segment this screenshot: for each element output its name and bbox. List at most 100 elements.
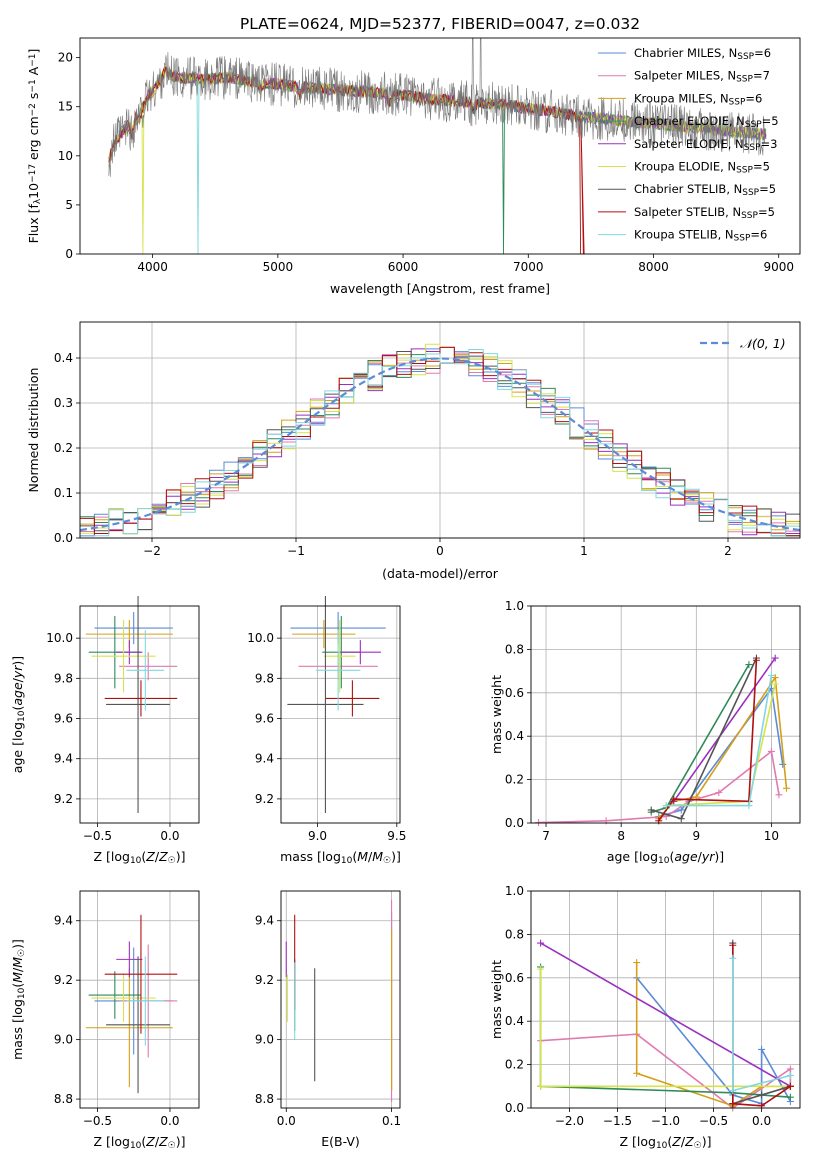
axes-frame [79,321,801,539]
weight-marker [677,806,685,814]
label-part: Kroupa ELODIE, N [634,160,736,174]
y-tick-label: 0.0 [505,816,524,830]
weight-marker [715,789,723,797]
label-part: Salpeter ELODIE, N [634,137,744,151]
label-part: Z [145,849,155,864]
y-tick-label: 9.4 [54,752,73,766]
y-tick-label: 0.4 [505,1014,524,1028]
label-part: Salpeter MILES, N [634,69,736,83]
weight-marker [633,1069,641,1077]
histogram-step [80,343,800,535]
axes-frame [280,890,401,1109]
label-part: age [log [10,722,25,773]
axes-frame [280,605,401,824]
label-part: ( [669,849,674,864]
label-part: age [10,682,25,706]
weight-marker [771,680,779,688]
y-axis-label: Normed distribution [26,368,41,493]
x-axis-label: (data-model)/error [382,566,499,581]
label-part: mass [log [10,999,25,1060]
label-part: / [368,849,373,864]
label-part: Z [684,1134,694,1149]
label-part: Kroupa MILES, N [634,91,729,105]
histogram-step [80,346,800,537]
y-tick-label: 0.4 [505,729,524,743]
y-axis-label: mass [log10(M/M☉)] [10,939,27,1060]
x-axis-label: Z [log10(Z/Z☉)] [619,1134,711,1151]
y-tick-label: 10.0 [247,631,274,645]
x-tick-label: 0.1 [382,1114,401,1128]
weight-marker [771,674,779,682]
y-tick-label: 9.6 [255,712,274,726]
y-tick-label: 9.2 [54,973,73,987]
label-part: Chabrier STELIB, N [634,182,742,196]
x-tick-label: 9000 [763,260,794,274]
weight-marker [677,815,685,823]
label-part: SSP [734,234,751,244]
label-part: ( [10,983,25,988]
weight-marker [767,671,775,679]
axes-frame [79,37,801,255]
y-tick-label: 0.1 [54,486,73,500]
x-tick-label: 2 [724,544,732,558]
weight-marker [782,784,790,792]
label-part: =5 [759,182,776,196]
y-tick-label: 0.0 [505,1101,524,1115]
x-tick-label: −0.5 [699,1114,728,1128]
weight-marker [662,802,670,810]
y-tick-label: 9.4 [255,914,274,928]
label-part: age [log [607,849,658,864]
histogram-step [80,351,800,532]
label-part: ☉ [168,856,176,866]
label-part: ( [10,706,25,711]
label-part: / [10,967,25,972]
x-tick-label: 0 [436,544,444,558]
x-tick-label: −2.0 [555,1114,584,1128]
weight-vs-Z-panel: −2.0 −1.5 −1.0 −0.5 0.0 0.0 0.2 0.4 0.6 0.8 1.0 Z [… [489,884,801,1151]
y-tick-label: 20 [58,51,73,65]
y-tick-label: 10 [58,149,73,163]
legend-label: Chabrier ELODIE, NSSP=5 [634,114,779,130]
legend-label: Salpeter STELIB, NSSP=5 [634,205,775,221]
weight-marker [745,661,753,669]
y-axis-label: mass weight [489,960,504,1039]
label-part: s [26,93,41,104]
label-part: Chabrier ELODIE, N [634,114,745,128]
x-tick-label: 5000 [263,260,294,274]
label-part: Z [log [93,1134,129,1149]
label-part: −1 [28,79,38,92]
x-tick-label: 6000 [388,260,419,274]
x-axis-label: Z [log10(Z/Z☉)] [93,1134,185,1151]
label-part: Z [671,1134,681,1149]
age-vs-Z-panel: −0.5 0.09.29.49.69.810.0Z [log10(Z/Z☉)]ag… [10,595,200,866]
label-part: 10 [130,1141,142,1151]
weight-line [666,675,773,807]
y-tick-label: 0 [65,247,73,261]
x-axis-label: E(B-V) [321,1134,360,1149]
legend-label: 𝒩(0, 1) [740,336,786,351]
x-tick-label: 0.0 [160,829,179,843]
axes-frame [530,890,801,1109]
label-part: 10 [656,1141,668,1151]
x-axis-label: mass [log10(M/M☉)] [280,849,401,866]
y-axis-label: Flux [fλ10−17 erg cm−2 s−1 A−1] [26,49,43,244]
x-tick-label: 7000 [513,260,544,274]
x-tick-label: 9.5 [387,829,406,843]
y-tick-label: 9.0 [54,1033,73,1047]
label-part: =5 [762,114,779,128]
y-tick-label: 0.8 [505,642,524,656]
weight-marker [729,1087,737,1095]
weight-marker [786,1082,794,1090]
label-part: Salpeter STELIB, N [634,205,741,219]
label-part: ☉ [17,949,27,957]
x-tick-label: −1.5 [603,1114,632,1128]
label-part: ☉ [694,1141,702,1151]
y-tick-label: 0.6 [505,971,524,985]
label-part: E(B-V) [321,1134,360,1149]
label-part: =7 [753,69,770,83]
label-part: M [372,849,383,864]
weight-marker [786,1093,794,1101]
y-tick-label: 15 [58,100,73,114]
label-part: / [698,849,703,864]
